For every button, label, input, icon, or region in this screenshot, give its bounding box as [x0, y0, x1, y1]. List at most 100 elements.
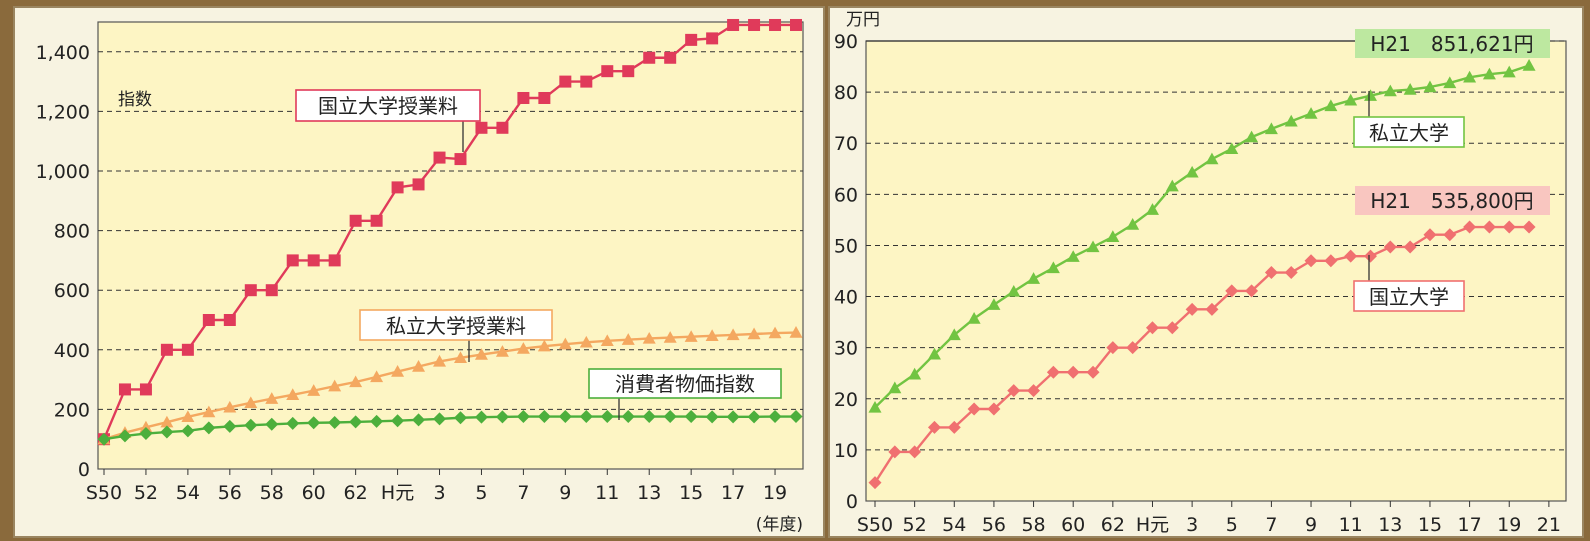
- left-chart-panel: 0 200 400 600 800 1,000 1,200 1,400 S50 52 54 56 58…: [13, 6, 825, 538]
- data-point: [349, 415, 363, 429]
- data-point: [967, 402, 981, 416]
- series-line-national-tuition: [102, 23, 797, 440]
- data-point: [1086, 365, 1100, 379]
- right-private-callout: 私立大学: [1369, 121, 1449, 145]
- data-point: [1522, 59, 1536, 71]
- data-point: [391, 414, 405, 428]
- data-point: [349, 375, 363, 388]
- data-point: [495, 410, 509, 424]
- data-point: [908, 367, 922, 380]
- data-point: [927, 347, 941, 360]
- data-point: [705, 329, 719, 341]
- x-tick-label: H元: [1136, 514, 1169, 536]
- y-tick-label: 800: [54, 221, 90, 243]
- x-tick-label: 60: [1061, 514, 1085, 536]
- data-point: [454, 153, 467, 166]
- x-tick-label: 11: [595, 482, 619, 504]
- data-point: [1027, 384, 1041, 398]
- data-point: [947, 420, 961, 434]
- right-national-annotation: H21 535,800円: [1370, 189, 1533, 213]
- data-point: [453, 351, 467, 364]
- y-tick-label: 1,000: [36, 161, 90, 183]
- data-point: [727, 18, 740, 31]
- data-point: [1264, 266, 1278, 280]
- data-point: [888, 445, 902, 459]
- data-point: [967, 312, 981, 324]
- left-x-axis-unit: (年度): [756, 515, 803, 535]
- x-tick-label: 56: [982, 514, 1006, 536]
- data-point: [391, 365, 405, 377]
- data-point: [453, 411, 467, 425]
- data-point: [139, 420, 153, 433]
- right-national-callout-box: [1353, 280, 1465, 312]
- data-point: [223, 419, 237, 433]
- left-y-tick-labels: 0 200 400 600 800 1,000 1,200 1,400: [36, 42, 90, 481]
- data-point: [328, 254, 341, 267]
- x-tick-label: S50: [857, 514, 893, 536]
- x-tick-label: 5: [475, 482, 487, 504]
- data-point: [559, 75, 572, 88]
- data-point: [412, 413, 426, 427]
- x-tick-label: 60: [302, 482, 326, 504]
- right-x-tick-labels: S50 52 54 56 58 60 62 H元 3 5 7 9 11 13 15 17 19 21: [857, 501, 1561, 536]
- data-point: [244, 396, 258, 409]
- data-point: [223, 314, 236, 326]
- data-point: [1185, 302, 1199, 316]
- data-point: [286, 388, 300, 400]
- data-point: [1482, 220, 1496, 234]
- data-point: [160, 343, 173, 356]
- data-point: [1304, 254, 1318, 268]
- data-point: [1165, 321, 1179, 335]
- data-point: [1344, 249, 1358, 263]
- left-national-callout: 国立大学授業料: [318, 94, 458, 118]
- data-point: [1383, 240, 1397, 254]
- data-point: [433, 412, 447, 426]
- data-point: [286, 254, 299, 267]
- data-point: [1522, 220, 1536, 234]
- x-tick-label: 54: [176, 482, 200, 504]
- data-point: [1205, 302, 1219, 316]
- data-point: [1344, 93, 1358, 106]
- data-point: [769, 18, 782, 31]
- y-tick-label: 1,400: [36, 42, 90, 64]
- left-y-axis-label: 指数: [118, 90, 152, 110]
- data-point: [265, 392, 279, 404]
- left-plot-area: [97, 21, 804, 470]
- data-point: [286, 416, 300, 430]
- y-tick-label: 0: [78, 459, 90, 481]
- data-point: [622, 65, 635, 78]
- data-point: [496, 121, 509, 134]
- data-point: [1245, 284, 1259, 298]
- data-point: [621, 410, 635, 424]
- right-private-annotation: H21 851,621円: [1370, 32, 1533, 56]
- data-point: [600, 334, 614, 347]
- data-point: [987, 298, 1001, 310]
- data-point: [558, 410, 572, 424]
- data-point: [118, 383, 131, 396]
- data-point: [1126, 217, 1140, 230]
- y-tick-label: 80: [834, 82, 858, 104]
- data-point: [1245, 130, 1259, 143]
- data-point: [328, 416, 342, 430]
- data-point: [1106, 230, 1120, 242]
- series-line-cpi: [103, 415, 797, 441]
- data-point: [1324, 254, 1338, 268]
- data-point: [643, 51, 656, 64]
- y-tick-label: 10: [834, 440, 858, 462]
- right-national-callout: 国立大学: [1369, 285, 1449, 309]
- y-tick-label: 200: [54, 399, 90, 421]
- data-point: [1066, 365, 1080, 379]
- data-point: [202, 314, 215, 326]
- data-point: [684, 410, 698, 424]
- data-point: [663, 410, 677, 424]
- data-point: [328, 379, 342, 392]
- y-tick-label: 60: [834, 184, 858, 206]
- data-point: [516, 342, 530, 354]
- data-point: [517, 91, 530, 104]
- x-tick-label: H元: [381, 482, 414, 504]
- data-point: [1502, 65, 1516, 78]
- right-y-axis-unit: 万円: [846, 10, 880, 30]
- data-point: [265, 284, 278, 297]
- right-national-annotation-box: [1355, 186, 1550, 215]
- series-private: [868, 59, 1536, 413]
